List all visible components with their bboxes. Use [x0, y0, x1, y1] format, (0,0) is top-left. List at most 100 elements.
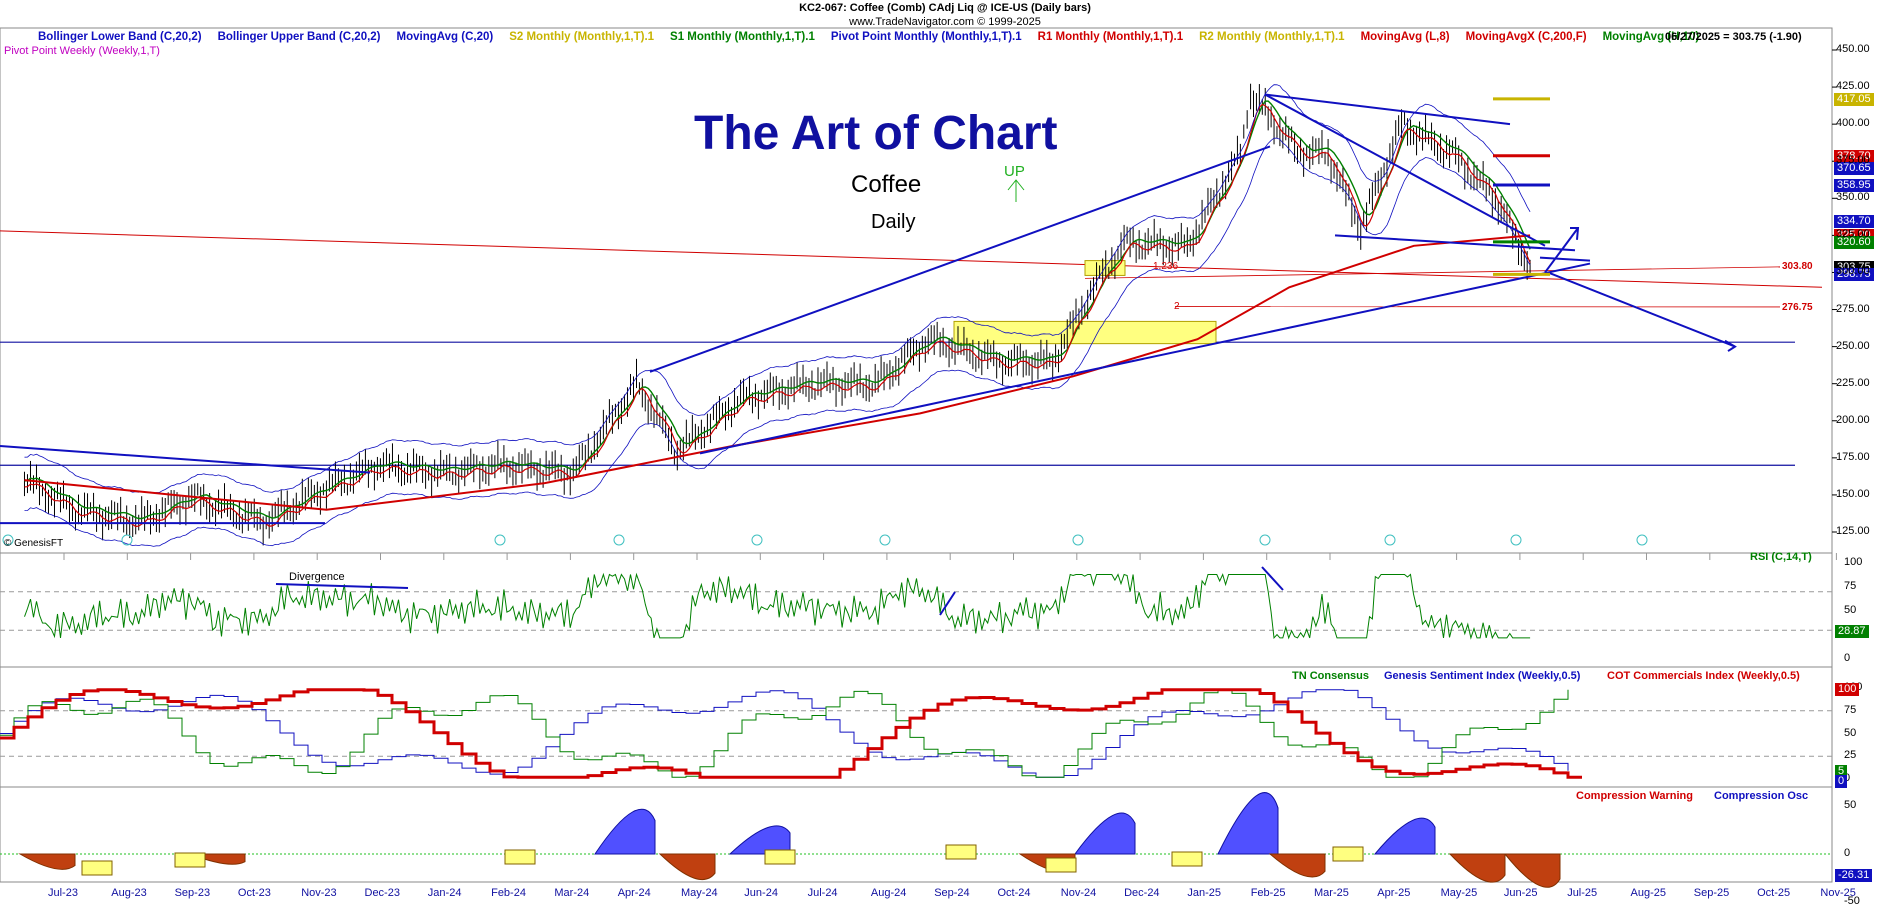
compression-warning-dip	[20, 854, 75, 869]
indicator-legend-item: R1 Monthly (Monthly,1,T).1	[1038, 31, 1183, 43]
level-276-label: 276.75	[1782, 302, 1813, 313]
genesis-value-badge: 0	[1835, 775, 1847, 788]
compression-box	[82, 861, 112, 875]
time-tick-label: Mar-24	[554, 887, 589, 899]
pivot-marker-icon	[1073, 535, 1083, 545]
indicator-legend-item: R2 Monthly (Monthly,1,T).1	[1199, 31, 1344, 43]
level-line-303	[1085, 267, 1780, 279]
time-tick-label: Jul-24	[808, 887, 838, 899]
yellow-zone-2	[1085, 261, 1125, 276]
rsi-tick-label: 50	[1844, 604, 1856, 616]
pivot-marker-icon	[752, 535, 762, 545]
pivot-marker-icon	[1385, 535, 1395, 545]
compression-box	[765, 850, 795, 864]
ma-200-line	[25, 235, 1531, 509]
copyright-header: www.TradeNavigator.com © 1999-2025	[0, 16, 1890, 28]
chart-title: The Art of Chart	[694, 106, 1058, 161]
chart-timeframe: Daily	[871, 211, 915, 234]
price-tick-label: 375.00	[1836, 154, 1870, 166]
price-badge: 417.05	[1834, 93, 1874, 106]
cot-commercials-line	[0, 690, 1582, 777]
indicator-legend-item: Bollinger Upper Band (C,20,2)	[218, 31, 381, 43]
time-tick-label: Jul-23	[48, 887, 78, 899]
time-tick-label: Mar-25	[1314, 887, 1349, 899]
compression-warning-dip	[660, 854, 715, 880]
time-tick-label: Dec-23	[365, 887, 400, 899]
compression-osc-hump	[1375, 818, 1435, 854]
time-tick-label: Feb-24	[491, 887, 526, 899]
time-tick-label: Aug-25	[1631, 887, 1666, 899]
fib-2-label: 2	[1174, 301, 1180, 312]
tn-consensus-label: TN Consensus	[1292, 670, 1369, 682]
price-tick-label: 450.00	[1836, 43, 1870, 55]
time-tick-label: Sep-23	[175, 887, 210, 899]
indicator-legend-item: MovingAvgX (C,200,F)	[1466, 31, 1587, 43]
time-tick-label: Jan-25	[1187, 887, 1221, 899]
time-tick-label: Feb-25	[1251, 887, 1286, 899]
time-tick-label: Apr-25	[1377, 887, 1410, 899]
pivot-marker-icon	[495, 535, 505, 545]
compression-box	[505, 850, 535, 864]
rsi-top-line	[1262, 567, 1283, 590]
price-tick-label: 200.00	[1836, 414, 1870, 426]
ma-high-10-line	[25, 101, 1531, 518]
rsi-panel	[0, 553, 1832, 667]
indicator-legend-item: Bollinger Lower Band (C,20,2)	[38, 31, 202, 43]
compression-warning-dip	[1270, 854, 1325, 877]
compression-box	[1046, 858, 1076, 872]
genesis-sentiment-line	[0, 690, 1568, 777]
indicator-legend-item: S1 Monthly (Monthly,1,T).1	[670, 31, 815, 43]
compression-osc-label: Compression Osc	[1714, 790, 1808, 802]
pivot-marker-icon	[1511, 535, 1521, 545]
time-tick-label: Oct-25	[1757, 887, 1790, 899]
cot-value-badge: 100	[1835, 683, 1859, 696]
price-badge: 334.70	[1834, 215, 1874, 228]
compression-osc-hump	[1075, 813, 1135, 854]
sentiment-tick-label: 50	[1844, 727, 1856, 739]
blue-trendline	[1540, 258, 1590, 261]
blue-trendline	[700, 264, 1590, 454]
blue-trendline	[1265, 94, 1510, 124]
price-tick-label: 125.00	[1836, 525, 1870, 537]
pivot-weekly-label: Pivot Point Weekly (Weekly,1,T)	[4, 45, 160, 57]
time-tick-label: May-24	[681, 887, 718, 899]
price-tick-label: 150.00	[1836, 488, 1870, 500]
compression-value-badge: -26.31	[1835, 869, 1872, 882]
time-tick-label: Jun-25	[1504, 887, 1538, 899]
price-tick-label: 425.00	[1836, 80, 1870, 92]
compression-box	[1172, 852, 1202, 866]
pivot-marker-icon	[1637, 535, 1647, 545]
time-tick-label: May-25	[1441, 887, 1478, 899]
rsi-value-badge: 28.87	[1835, 625, 1869, 638]
chart-subtitle: Coffee	[851, 171, 921, 199]
compression-warning-dip	[1450, 854, 1505, 882]
price-tick-label: 225.00	[1836, 377, 1870, 389]
indicator-legend-item: Pivot Point Monthly (Monthly,1,T).1	[831, 31, 1022, 43]
yellow-zone-1	[954, 321, 1216, 343]
time-tick-label: Aug-24	[871, 887, 906, 899]
compression-osc-hump	[1218, 793, 1278, 854]
compression-osc-hump	[595, 809, 655, 854]
level-303-label: 303.80	[1782, 261, 1813, 272]
time-tick-label: Nov-23	[301, 887, 336, 899]
time-tick-label: Aug-23	[111, 887, 146, 899]
rsi-line	[25, 575, 1531, 638]
indicator-legend-item: MovingAvg (L,8)	[1361, 31, 1450, 43]
pivot-marker-icon	[614, 535, 624, 545]
compression-tick-label: 0	[1844, 847, 1850, 859]
time-tick-label: Nov-25	[1820, 887, 1855, 899]
genesis-sentiment-label: Genesis Sentiment Index (Weekly,0.5)	[1384, 670, 1580, 682]
rsi-label: RSI (C,14,T)	[1750, 551, 1812, 563]
quote-readout: 06/27/2025 = 303.75 (-1.90)	[1665, 31, 1802, 43]
time-tick-label: Oct-23	[238, 887, 271, 899]
time-tick-label: Sep-24	[934, 887, 969, 899]
compression-box	[175, 853, 205, 867]
sentiment-tick-label: 25	[1844, 749, 1856, 761]
time-tick-label: Jan-24	[428, 887, 462, 899]
indicator-legend-item: MovingAvg (C,20)	[397, 31, 494, 43]
compression-box	[1333, 847, 1363, 861]
time-tick-label: Nov-24	[1061, 887, 1096, 899]
time-tick-label: Jun-24	[744, 887, 778, 899]
up-annotation: UP	[1004, 163, 1025, 180]
time-tick-label: Jul-25	[1567, 887, 1597, 899]
